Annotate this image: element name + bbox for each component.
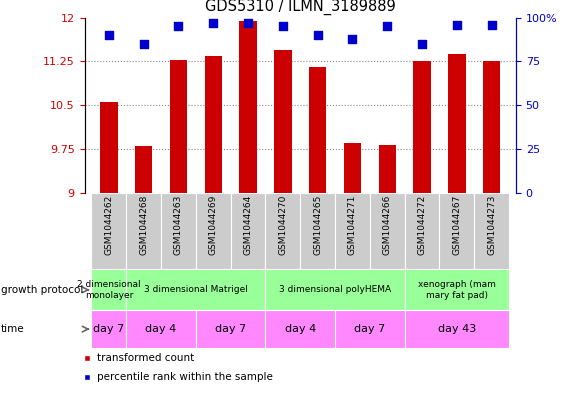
Text: day 7: day 7: [354, 324, 385, 334]
Bar: [483, 61, 500, 193]
Bar: [265, 193, 300, 269]
Text: day 43: day 43: [438, 324, 476, 334]
Text: GSM1044272: GSM1044272: [417, 195, 427, 255]
Point: [278, 23, 287, 29]
Bar: [100, 102, 118, 193]
Bar: [344, 143, 361, 193]
Text: day 4: day 4: [285, 324, 316, 334]
Bar: [474, 193, 509, 269]
Text: transformed count: transformed count: [97, 353, 195, 363]
Bar: [405, 269, 509, 310]
Text: time: time: [1, 324, 25, 334]
Bar: [335, 310, 405, 348]
Bar: [127, 193, 161, 269]
Text: growth protocol: growth protocol: [1, 285, 83, 295]
Text: GSM1044270: GSM1044270: [278, 195, 287, 255]
Bar: [378, 145, 396, 193]
Text: percentile rank within the sample: percentile rank within the sample: [97, 372, 273, 382]
Bar: [440, 193, 474, 269]
Point: [243, 20, 252, 26]
Bar: [405, 310, 509, 348]
Point: [104, 32, 114, 38]
Text: GSM1044263: GSM1044263: [174, 195, 183, 255]
Bar: [127, 269, 265, 310]
Bar: [161, 193, 196, 269]
Bar: [196, 193, 231, 269]
Bar: [448, 54, 465, 193]
Bar: [265, 310, 335, 348]
Bar: [205, 55, 222, 193]
Point: [209, 20, 218, 26]
Bar: [309, 67, 326, 193]
Text: 3 dimensional polyHEMA: 3 dimensional polyHEMA: [279, 285, 391, 294]
Text: 3 dimensional Matrigel: 3 dimensional Matrigel: [144, 285, 248, 294]
Bar: [135, 146, 152, 193]
Bar: [92, 193, 127, 269]
Bar: [196, 310, 265, 348]
Point: [348, 35, 357, 42]
Text: GSM1044268: GSM1044268: [139, 195, 148, 255]
Bar: [231, 193, 265, 269]
Bar: [127, 310, 196, 348]
Text: GSM1044262: GSM1044262: [104, 195, 113, 255]
Text: GSM1044269: GSM1044269: [209, 195, 218, 255]
Bar: [370, 193, 405, 269]
Bar: [413, 61, 431, 193]
Text: GSM1044271: GSM1044271: [348, 195, 357, 255]
Point: [452, 22, 462, 28]
Text: 2 dimensional
monolayer: 2 dimensional monolayer: [77, 280, 141, 299]
Bar: [405, 193, 440, 269]
Text: GSM1044264: GSM1044264: [244, 195, 252, 255]
Bar: [335, 193, 370, 269]
Point: [417, 41, 427, 47]
Bar: [240, 20, 257, 193]
Bar: [274, 50, 292, 193]
Bar: [170, 60, 187, 193]
Bar: [92, 310, 127, 348]
Text: GSM1044265: GSM1044265: [313, 195, 322, 255]
Bar: [92, 269, 127, 310]
Point: [382, 23, 392, 29]
Text: day 7: day 7: [215, 324, 246, 334]
Bar: [265, 269, 405, 310]
Text: day 7: day 7: [93, 324, 125, 334]
Bar: [300, 193, 335, 269]
Text: day 4: day 4: [145, 324, 177, 334]
Point: [313, 32, 322, 38]
Point: [487, 22, 496, 28]
Point: [174, 23, 183, 29]
Text: xenograph (mam
mary fat pad): xenograph (mam mary fat pad): [418, 280, 496, 299]
Title: GDS5310 / ILMN_3189889: GDS5310 / ILMN_3189889: [205, 0, 396, 15]
Point: [139, 41, 148, 47]
Text: GSM1044266: GSM1044266: [382, 195, 392, 255]
Text: GSM1044273: GSM1044273: [487, 195, 496, 255]
Text: GSM1044267: GSM1044267: [452, 195, 461, 255]
